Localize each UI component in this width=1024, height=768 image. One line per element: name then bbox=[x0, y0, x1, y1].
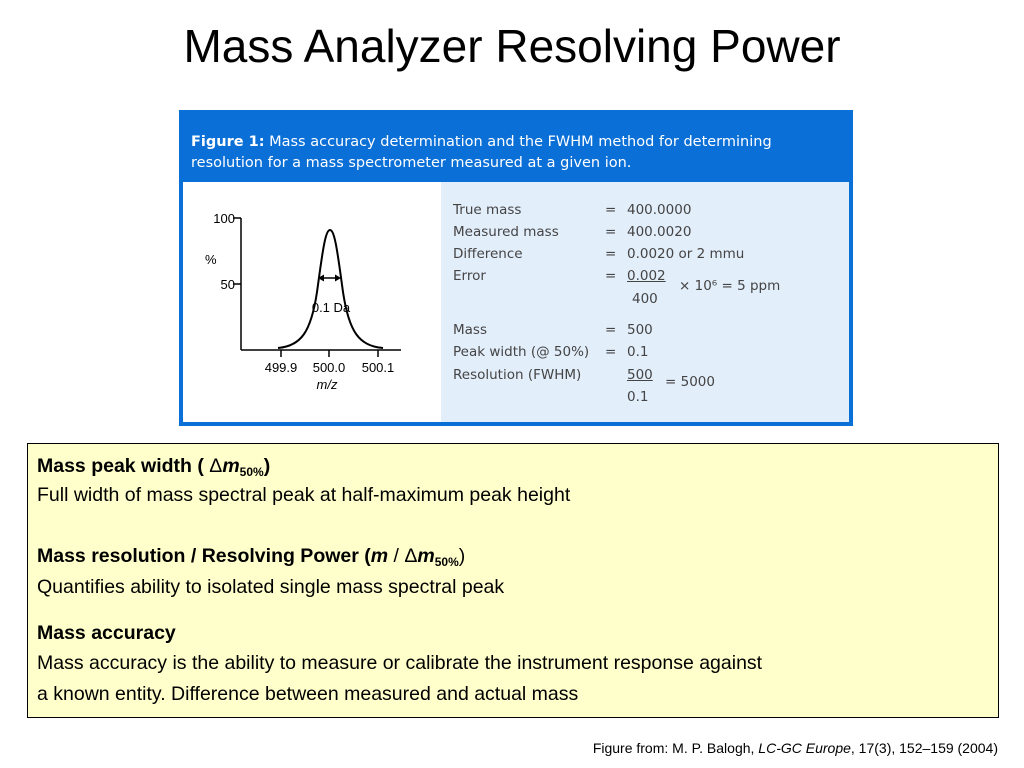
peak-width-text: Full width of mass spectral peak at half… bbox=[37, 484, 571, 506]
caption-line1: Mass accuracy determination and the FWHM… bbox=[264, 134, 772, 150]
peak-plot: 100 50 % 499.9 500.0 500.1 m/z 0.1 Da bbox=[205, 211, 401, 392]
x-tick-2: 500.0 bbox=[313, 360, 346, 375]
y-tick-50: 50 bbox=[221, 277, 235, 292]
caption-line2: resolution for a mass spectrometer measu… bbox=[191, 155, 632, 171]
equals-sign: = bbox=[605, 322, 617, 338]
equals-sign: = bbox=[605, 344, 617, 360]
fwhm-arrow-right-head bbox=[335, 274, 341, 282]
fwhm-label: 0.1 Da bbox=[312, 300, 351, 315]
resolution-result: = 5000 bbox=[665, 374, 715, 390]
figure-caption: Figure 1: Mass accuracy determination an… bbox=[191, 132, 841, 174]
figure-panel: Figure 1: Mass accuracy determination an… bbox=[179, 110, 853, 426]
resolution-text: Quantifies ability to isolated single ma… bbox=[37, 576, 505, 598]
equals-sign: = bbox=[605, 268, 617, 284]
y-tick-100: 100 bbox=[213, 211, 235, 226]
peak-width-heading: Mass peak width ( Δm50%) bbox=[37, 455, 271, 479]
accuracy-text-line2: a known entity. Difference between measu… bbox=[37, 683, 579, 705]
resolution-numerator: 500 bbox=[627, 367, 653, 383]
x-axis-label: m/z bbox=[317, 377, 338, 392]
mass-label: Mass bbox=[453, 322, 487, 338]
difference-label: Difference bbox=[453, 246, 523, 262]
peak-width-value: 0.1 bbox=[627, 344, 649, 360]
measured-mass-label: Measured mass bbox=[453, 224, 559, 240]
difference-value: 0.0020 or 2 mmu bbox=[627, 246, 745, 262]
error-numerator: 0.002 bbox=[627, 268, 666, 284]
resolution-heading: Mass resolution / Resolving Power (m / Δ… bbox=[37, 545, 466, 569]
definitions-box: Mass peak width ( Δm50%) Full width of m… bbox=[27, 443, 999, 718]
measured-mass-value: 400.0020 bbox=[627, 224, 692, 240]
true-mass-label: True mass bbox=[453, 202, 522, 218]
slide-title: Mass Analyzer Resolving Power bbox=[183, 20, 841, 72]
peak-plot-panel: 100 50 % 499.9 500.0 500.1 m/z 0.1 Da bbox=[183, 182, 441, 422]
mass-calc-panel: True mass = 400.0000 Measured mass = 400… bbox=[441, 182, 849, 422]
mass-value: 500 bbox=[627, 322, 653, 338]
resolution-label: Resolution (FWHM) bbox=[453, 367, 582, 383]
x-tick-1: 499.9 bbox=[265, 360, 298, 375]
true-mass-value: 400.0000 bbox=[627, 202, 692, 218]
caption-label: Figure 1: bbox=[191, 134, 265, 150]
error-denominator: 400 bbox=[632, 291, 658, 307]
error-label: Error bbox=[453, 268, 486, 284]
peak-width-label: Peak width (@ 50%) bbox=[453, 344, 590, 360]
accuracy-heading: Mass accuracy bbox=[37, 622, 176, 644]
y-axis-label: % bbox=[205, 252, 217, 267]
equals-sign: = bbox=[605, 246, 617, 262]
equals-sign: = bbox=[605, 224, 617, 240]
error-result: × 10⁶ = 5 ppm bbox=[679, 278, 781, 294]
resolution-denominator: 0.1 bbox=[627, 389, 649, 405]
equals-sign: = bbox=[605, 202, 617, 218]
source-citation: Figure from: M. P. Balogh, LC-GC Europe,… bbox=[592, 740, 998, 756]
x-tick-3: 500.1 bbox=[362, 360, 395, 375]
gaussian-peak-curve bbox=[277, 228, 384, 349]
accuracy-text-line1: Mass accuracy is the ability to measure … bbox=[37, 652, 763, 674]
fwhm-arrow-left-head bbox=[318, 274, 324, 282]
